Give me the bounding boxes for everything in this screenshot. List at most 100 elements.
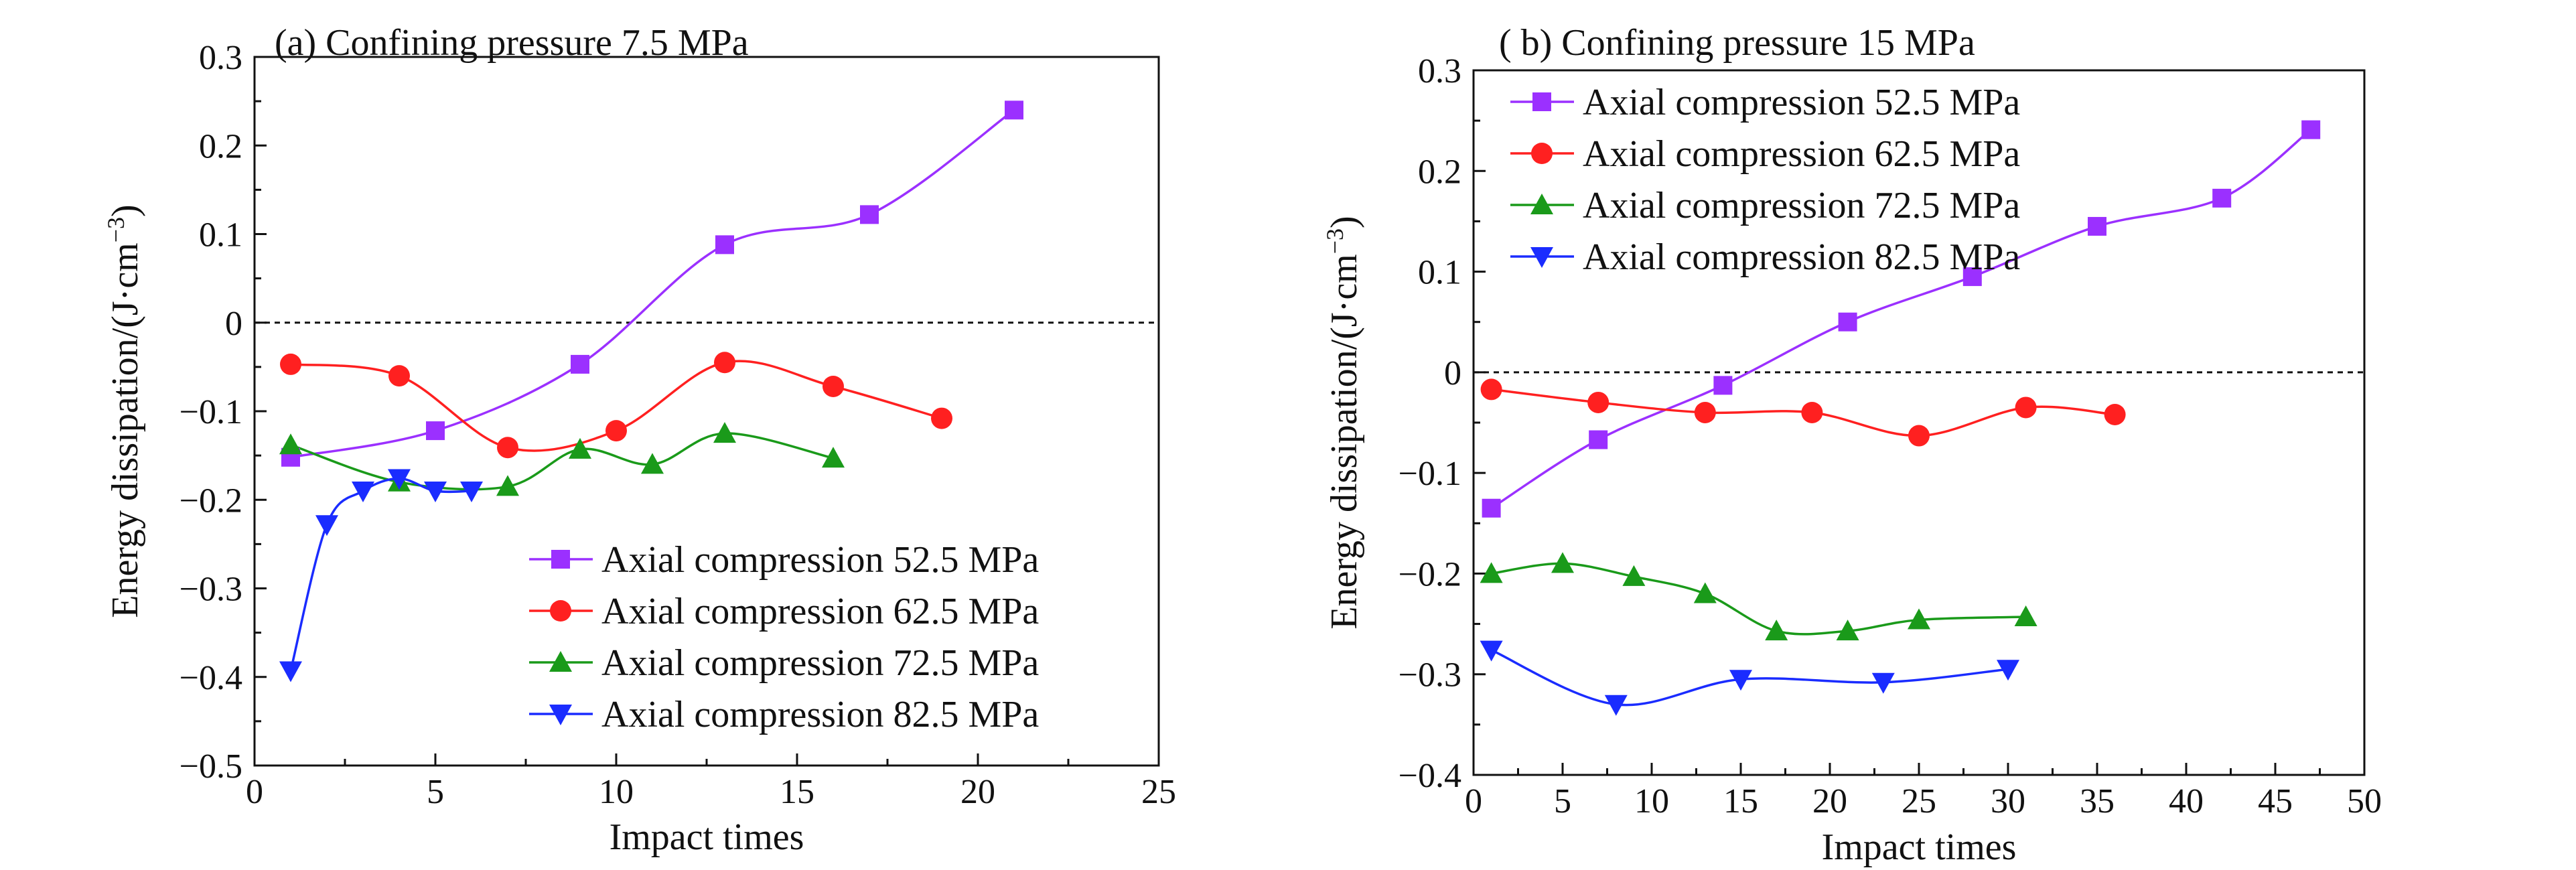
x-tick-label: 25 bbox=[1141, 773, 1176, 811]
data-point-series-3 bbox=[460, 482, 483, 503]
y-ticks: −0.5 −0.4 −0.3 −0.2 −0.1 0 0.1 0.2 0.3 bbox=[180, 39, 267, 786]
series-line-3 bbox=[1490, 649, 2009, 707]
legend-label-0: Axial compression 52.5 MPa bbox=[601, 539, 1039, 581]
y-tick-label: 0.3 bbox=[199, 39, 242, 77]
y-axis-label-exponent: −3 bbox=[1321, 228, 1348, 254]
data-point-series-1 bbox=[1801, 401, 1823, 423]
data-point-series-3 bbox=[388, 469, 411, 490]
y-tick-label: −0.1 bbox=[1399, 455, 1461, 493]
y-tick-label: 0.1 bbox=[1418, 254, 1461, 292]
y-axis-label: Energy dissipation/(J·cm−3) bbox=[102, 204, 146, 618]
data-point-series-2 bbox=[1480, 562, 1503, 583]
y-axis-label-close: ) bbox=[1323, 216, 1365, 228]
legend-label-1: Axial compression 62.5 MPa bbox=[1583, 133, 2020, 175]
legend-marker-1 bbox=[1531, 143, 1553, 164]
data-point-series-1 bbox=[497, 437, 518, 459]
legend-marker-2 bbox=[1530, 194, 1553, 214]
data-point-series-2 bbox=[1765, 620, 1788, 641]
series-line-3 bbox=[289, 477, 472, 671]
x-ticks: 0 5 10 15 20 25 bbox=[246, 753, 1176, 811]
series-line-0 bbox=[1490, 129, 2312, 510]
x-tick-label: 15 bbox=[1723, 782, 1758, 820]
x-tick-label: 50 bbox=[2347, 782, 2382, 820]
y-axis-label-main: Energy dissipation/(J·cm bbox=[1323, 254, 1365, 629]
data-point-series-0 bbox=[715, 235, 734, 255]
data-point-series-2 bbox=[641, 453, 664, 474]
data-point-series-1 bbox=[2015, 396, 2037, 419]
data-point-series-1 bbox=[1480, 378, 1502, 401]
data-point-series-3 bbox=[279, 661, 302, 682]
data-point-series-0 bbox=[1482, 498, 1501, 518]
series-markers bbox=[1480, 120, 2321, 716]
x-tick-label: 10 bbox=[599, 773, 634, 811]
data-point-series-1 bbox=[714, 352, 735, 374]
data-point-series-1 bbox=[2104, 403, 2126, 425]
data-point-series-3 bbox=[1997, 660, 2019, 681]
data-point-series-0 bbox=[1589, 430, 1608, 449]
data-point-series-1 bbox=[822, 375, 844, 397]
x-tick-label: 20 bbox=[960, 773, 995, 811]
y-tick-label: 0.2 bbox=[199, 127, 242, 165]
data-point-series-0 bbox=[1713, 376, 1733, 395]
y-tick-label: −0.2 bbox=[180, 482, 242, 520]
legend-marker-0 bbox=[1532, 92, 1551, 111]
y-tick-label: 0.3 bbox=[1418, 52, 1461, 90]
x-tick-label: 5 bbox=[427, 773, 444, 811]
y-axis-label: Energy dissipation/(J·cm−3) bbox=[1321, 216, 1365, 629]
legend-marker-1 bbox=[550, 600, 571, 622]
x-tick-label: 20 bbox=[1812, 782, 1847, 820]
plot-frame bbox=[1472, 69, 2366, 776]
data-point-series-2 bbox=[1693, 582, 1717, 603]
data-point-series-0 bbox=[1962, 267, 1982, 287]
data-point-series-0 bbox=[1005, 100, 1023, 120]
data-point-series-1 bbox=[1908, 425, 1930, 447]
data-point-series-2 bbox=[822, 447, 845, 468]
data-point-series-3 bbox=[315, 515, 338, 536]
series-lines bbox=[289, 108, 1015, 671]
data-point-series-0 bbox=[2212, 188, 2232, 208]
data-point-series-2 bbox=[279, 433, 302, 455]
data-point-series-2 bbox=[1908, 608, 1930, 630]
x-tick-label: 0 bbox=[1465, 782, 1482, 820]
legend-marker-0 bbox=[551, 550, 570, 569]
y-axis-label-exponent: −3 bbox=[102, 217, 129, 242]
legend-marker-2 bbox=[549, 651, 572, 672]
data-point-series-3 bbox=[1871, 672, 1895, 694]
legend-label-0: Axial compression 52.5 MPa bbox=[1583, 82, 2020, 123]
data-point-series-0 bbox=[2088, 216, 2106, 236]
data-point-series-2 bbox=[1622, 565, 1646, 586]
y-tick-label: 0 bbox=[1444, 354, 1461, 392]
data-point-series-0 bbox=[426, 421, 445, 441]
data-point-series-0 bbox=[1838, 312, 1857, 332]
series-line-2 bbox=[1491, 562, 2026, 636]
y-tick-label: −0.4 bbox=[1399, 757, 1461, 795]
chart-title: ( b) Confining pressure 15 MPa bbox=[1499, 22, 1975, 64]
data-point-series-2 bbox=[2014, 605, 2037, 627]
legend-marker-3 bbox=[549, 705, 572, 725]
y-tick-label: 0.1 bbox=[199, 216, 242, 255]
x-axis-label: Impact times bbox=[1822, 826, 2017, 868]
data-point-series-2 bbox=[1836, 620, 1859, 641]
data-point-series-0 bbox=[860, 205, 879, 224]
legend-marker-3 bbox=[1530, 247, 1553, 268]
data-point-series-3 bbox=[424, 482, 447, 503]
series-line-0 bbox=[290, 108, 1015, 459]
data-point-series-2 bbox=[1551, 552, 1574, 573]
data-point-series-2 bbox=[713, 422, 736, 443]
x-tick-label: 45 bbox=[2258, 782, 2293, 820]
y-tick-label: −0.3 bbox=[1399, 656, 1461, 695]
data-point-series-2 bbox=[569, 437, 591, 459]
y-tick-label: −0.4 bbox=[180, 659, 242, 697]
legend-entries: Axial compression 52.5 MPa Axial compress… bbox=[1510, 82, 2020, 278]
x-tick-label: 40 bbox=[2169, 782, 2204, 820]
data-point-series-3 bbox=[1729, 670, 1752, 691]
x-tick-label: 25 bbox=[1902, 782, 1936, 820]
legend-label-2: Axial compression 72.5 MPa bbox=[601, 642, 1039, 684]
chart-title: (a) Confining pressure 7.5 MPa bbox=[275, 22, 749, 64]
legend-label-3: Axial compression 82.5 MPa bbox=[601, 694, 1039, 735]
chart-panel-b: 0 5 10 15 20 25 30 35 40 45 50 −0.4 −0.3 −0.2 −0.1 0 0.… bbox=[1321, 22, 2382, 868]
x-tick-label: 30 bbox=[1991, 782, 2025, 820]
legend-entries: Axial compression 52.5 MPa Axial compress… bbox=[529, 539, 1039, 735]
y-tick-label: −0.2 bbox=[1399, 555, 1461, 593]
